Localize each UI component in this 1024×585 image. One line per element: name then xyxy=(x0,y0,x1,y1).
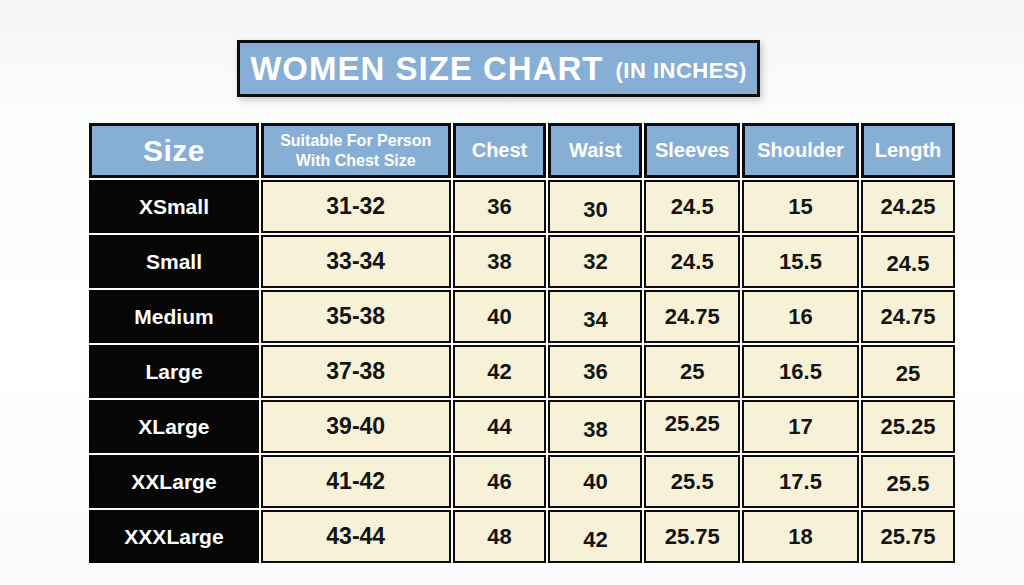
cell-suitable: 37-38 xyxy=(261,345,451,398)
cell-suitable: 43-44 xyxy=(261,510,451,563)
cell-shoulder: 17 xyxy=(742,400,859,453)
column-header-sleeves: Sleeves xyxy=(644,123,740,178)
cell-size: XSmall xyxy=(89,180,259,233)
table-header: Size Suitable For Person With Chest Size… xyxy=(89,123,955,178)
column-header-size: Size xyxy=(89,123,259,178)
header-row: Size Suitable For Person With Chest Size… xyxy=(89,123,955,178)
cell-size: XXLarge xyxy=(89,455,259,508)
cell-shoulder: 16 xyxy=(742,290,859,343)
cell-chest: 46 xyxy=(453,455,547,508)
column-header-waist: Waist xyxy=(548,123,642,178)
table-body: XSmall 31-32 36 30 24.5 15 24.25 Small 3… xyxy=(89,180,955,563)
cell-length: 24.25 xyxy=(861,180,955,233)
cell-suitable: 31-32 xyxy=(261,180,451,233)
cell-chest: 36 xyxy=(453,180,547,233)
column-header-shoulder: Shoulder xyxy=(742,123,859,178)
cell-sleeves: 25 xyxy=(644,345,740,398)
cell-chest: 42 xyxy=(453,345,547,398)
cell-suitable: 35-38 xyxy=(261,290,451,343)
table-row: Small 33-34 38 32 24.5 15.5 24.5 xyxy=(89,235,955,288)
cell-chest: 40 xyxy=(453,290,547,343)
cell-waist: 40 xyxy=(548,455,642,508)
cell-length: 25.25 xyxy=(861,400,955,453)
cell-waist: 30 xyxy=(548,180,642,233)
cell-length: 24.75 xyxy=(861,290,955,343)
cell-shoulder: 15.5 xyxy=(742,235,859,288)
cell-waist: 34 xyxy=(548,290,642,343)
cell-length: 24.5 xyxy=(861,235,955,288)
cell-chest: 44 xyxy=(453,400,547,453)
cell-waist: 32 xyxy=(548,235,642,288)
table-row: Medium 35-38 40 34 24.75 16 24.75 xyxy=(89,290,955,343)
table-row: Large 37-38 42 36 25 16.5 25 xyxy=(89,345,955,398)
cell-shoulder: 17.5 xyxy=(742,455,859,508)
cell-length: 25.75 xyxy=(861,510,955,563)
table-row: XXLarge 41-42 46 40 25.5 17.5 25.5 xyxy=(89,455,955,508)
size-chart-page: WOMEN SIZE CHART (IN INCHES) Size Suitab… xyxy=(0,0,1024,585)
cell-waist: 42 xyxy=(548,510,642,563)
cell-size: XLarge xyxy=(89,400,259,453)
cell-suitable: 39-40 xyxy=(261,400,451,453)
chart-title-banner: WOMEN SIZE CHART (IN INCHES) xyxy=(237,40,760,97)
table-row: XLarge 39-40 44 38 25.25 17 25.25 xyxy=(89,400,955,453)
table-row: XXXLarge 43-44 48 42 25.75 18 25.75 xyxy=(89,510,955,563)
column-header-suitable-chest-size: Suitable For Person With Chest Size xyxy=(261,123,451,178)
chart-title: WOMEN SIZE CHART xyxy=(250,50,603,88)
column-header-length: Length xyxy=(861,123,955,178)
cell-chest: 38 xyxy=(453,235,547,288)
cell-length: 25.5 xyxy=(861,455,955,508)
cell-sleeves: 24.5 xyxy=(644,235,740,288)
cell-waist: 36 xyxy=(548,345,642,398)
cell-suitable: 41-42 xyxy=(261,455,451,508)
cell-size: XXXLarge xyxy=(89,510,259,563)
cell-shoulder: 18 xyxy=(742,510,859,563)
cell-size: Large xyxy=(89,345,259,398)
cell-sleeves: 25.75 xyxy=(644,510,740,563)
cell-chest: 48 xyxy=(453,510,547,563)
column-header-chest: Chest xyxy=(453,123,547,178)
cell-size: Small xyxy=(89,235,259,288)
cell-sleeves: 25.25 xyxy=(644,400,740,453)
cell-sleeves: 24.75 xyxy=(644,290,740,343)
cell-sleeves: 25.5 xyxy=(644,455,740,508)
chart-title-units: (IN INCHES) xyxy=(615,54,746,84)
cell-size: Medium xyxy=(89,290,259,343)
cell-length: 25 xyxy=(861,345,955,398)
size-chart-table: Size Suitable For Person With Chest Size… xyxy=(87,121,957,565)
cell-shoulder: 16.5 xyxy=(742,345,859,398)
cell-sleeves: 24.5 xyxy=(644,180,740,233)
cell-shoulder: 15 xyxy=(742,180,859,233)
cell-waist: 38 xyxy=(548,400,642,453)
size-chart-table-container: Size Suitable For Person With Chest Size… xyxy=(87,121,957,565)
table-row: XSmall 31-32 36 30 24.5 15 24.25 xyxy=(89,180,955,233)
cell-suitable: 33-34 xyxy=(261,235,451,288)
